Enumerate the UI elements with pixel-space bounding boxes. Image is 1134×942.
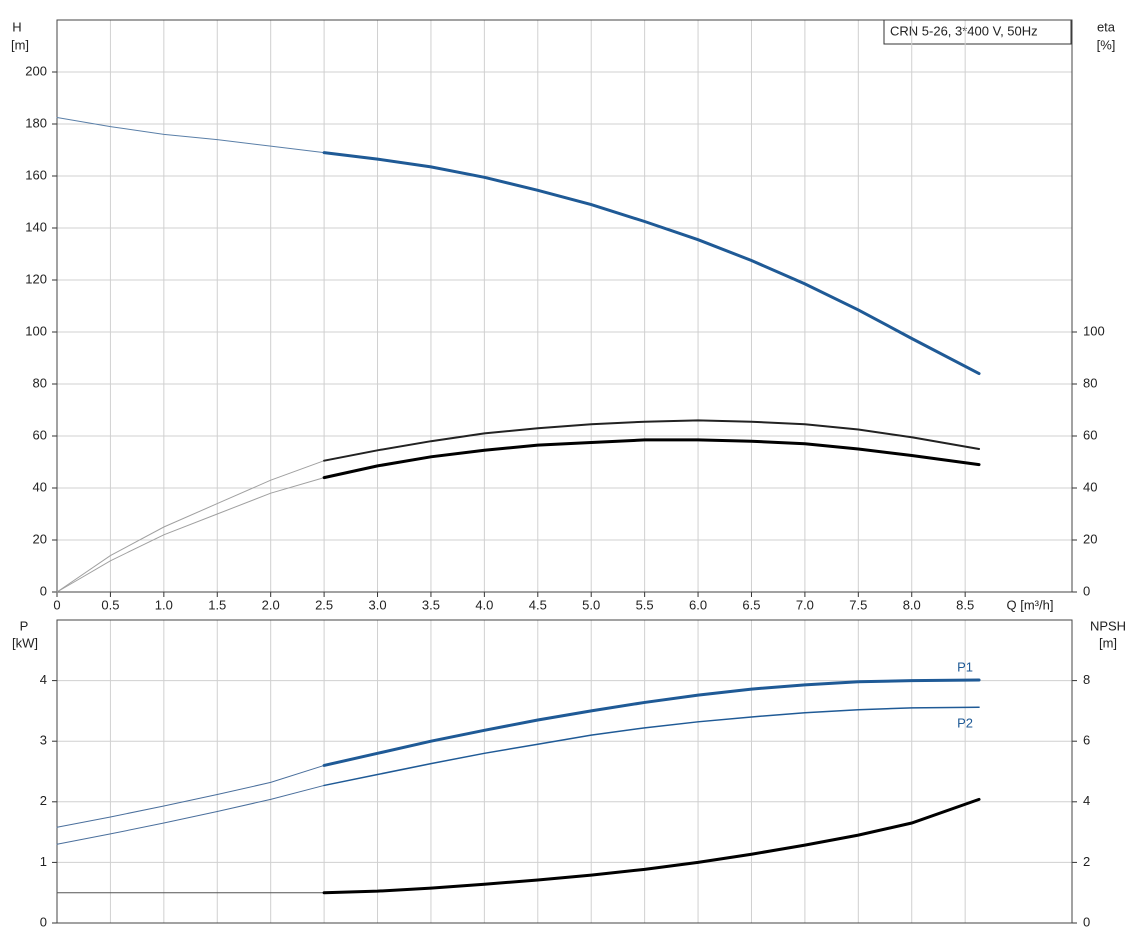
y-tick-label: 20 <box>33 531 47 546</box>
curve-label: P2 <box>957 716 973 731</box>
title-box <box>883 19 1072 45</box>
y2-tick-label: 80 <box>1083 375 1097 390</box>
x-tick-label: 1.0 <box>155 597 173 612</box>
x-tick-label: 3.5 <box>422 597 440 612</box>
y2-tick-label: 40 <box>1083 479 1097 494</box>
y2-tick-label: 20 <box>1083 531 1097 546</box>
x-tick-label: 5.5 <box>636 597 654 612</box>
curve <box>322 151 981 376</box>
x-tick-label: 7.5 <box>849 597 867 612</box>
x-tick-label: 2.5 <box>315 597 333 612</box>
y2-tick-label: 8 <box>1083 672 1090 687</box>
plot-frame <box>56 19 1073 593</box>
plot-frame <box>56 619 1073 924</box>
y2-tick-label: 100 <box>1083 323 1105 338</box>
x-tick-label: 0.5 <box>101 597 119 612</box>
curve <box>56 477 325 593</box>
curve <box>56 784 325 845</box>
x-tick-label: 3.0 <box>368 597 386 612</box>
y-tick-label: 0 <box>40 914 47 929</box>
y-tick-label: 160 <box>25 167 47 182</box>
y2-axis-label: eta <box>1097 19 1116 34</box>
x-tick-label: 4.0 <box>475 597 493 612</box>
y-axis-unit: [m] <box>11 37 29 52</box>
x-tick-label: 6.0 <box>689 597 707 612</box>
y2-axis-unit: [m] <box>1099 635 1117 650</box>
y-axis-unit: [kW] <box>12 635 38 650</box>
y-axis-label: H <box>12 19 21 34</box>
curve <box>323 706 980 787</box>
y-tick-label: 0 <box>40 583 47 598</box>
y-tick-label: 80 <box>33 375 47 390</box>
y2-axis-label: NPSH <box>1090 618 1126 633</box>
curve <box>323 419 981 462</box>
y2-tick-label: 6 <box>1083 733 1090 748</box>
y-axis-label: P <box>20 618 29 633</box>
x-tick-label: 2.0 <box>262 597 280 612</box>
y-tick-label: 4 <box>40 672 47 687</box>
x-axis-label: Q [m³/h] <box>1007 597 1054 612</box>
curve <box>56 764 325 828</box>
y-tick-label: 2 <box>40 793 47 808</box>
y-tick-label: 120 <box>25 271 47 286</box>
x-tick-label: 4.5 <box>529 597 547 612</box>
curve <box>56 117 325 154</box>
x-tick-label: 6.5 <box>742 597 760 612</box>
y2-tick-label: 60 <box>1083 427 1097 442</box>
curve-label: P1 <box>957 659 973 674</box>
chart-title: CRN 5-26, 3*400 V, 50Hz <box>890 23 1038 38</box>
y-tick-label: 60 <box>33 427 47 442</box>
y2-tick-label: 0 <box>1083 914 1090 929</box>
x-tick-label: 5.0 <box>582 597 600 612</box>
y2-tick-label: 4 <box>1083 793 1090 808</box>
y-tick-label: 1 <box>40 854 47 869</box>
y2-tick-label: 2 <box>1083 854 1090 869</box>
y2-axis-unit: [%] <box>1097 37 1116 52</box>
x-tick-label: 8.0 <box>903 597 921 612</box>
y-tick-label: 200 <box>25 63 47 78</box>
plots: 0 0.5 1.0 1.5 2.0 2.5 3.0 3.5 4.0 4.5 5.0 5.5 6.0 6.5… <box>25 19 1105 929</box>
curve <box>322 797 981 895</box>
curve <box>56 460 325 593</box>
x-tick-label: 8.5 <box>956 597 974 612</box>
curve <box>322 438 981 480</box>
y-tick-label: 40 <box>33 479 47 494</box>
x-tick-label: 1.5 <box>208 597 226 612</box>
y-tick-label: 100 <box>25 323 47 338</box>
y2-tick-label: 0 <box>1083 583 1090 598</box>
x-tick-label: 7.0 <box>796 597 814 612</box>
y-tick-label: 180 <box>25 115 47 130</box>
x-tick-label: 0 <box>53 597 60 612</box>
y-tick-label: 3 <box>40 733 47 748</box>
curve <box>322 678 981 767</box>
y-tick-label: 140 <box>25 219 47 234</box>
